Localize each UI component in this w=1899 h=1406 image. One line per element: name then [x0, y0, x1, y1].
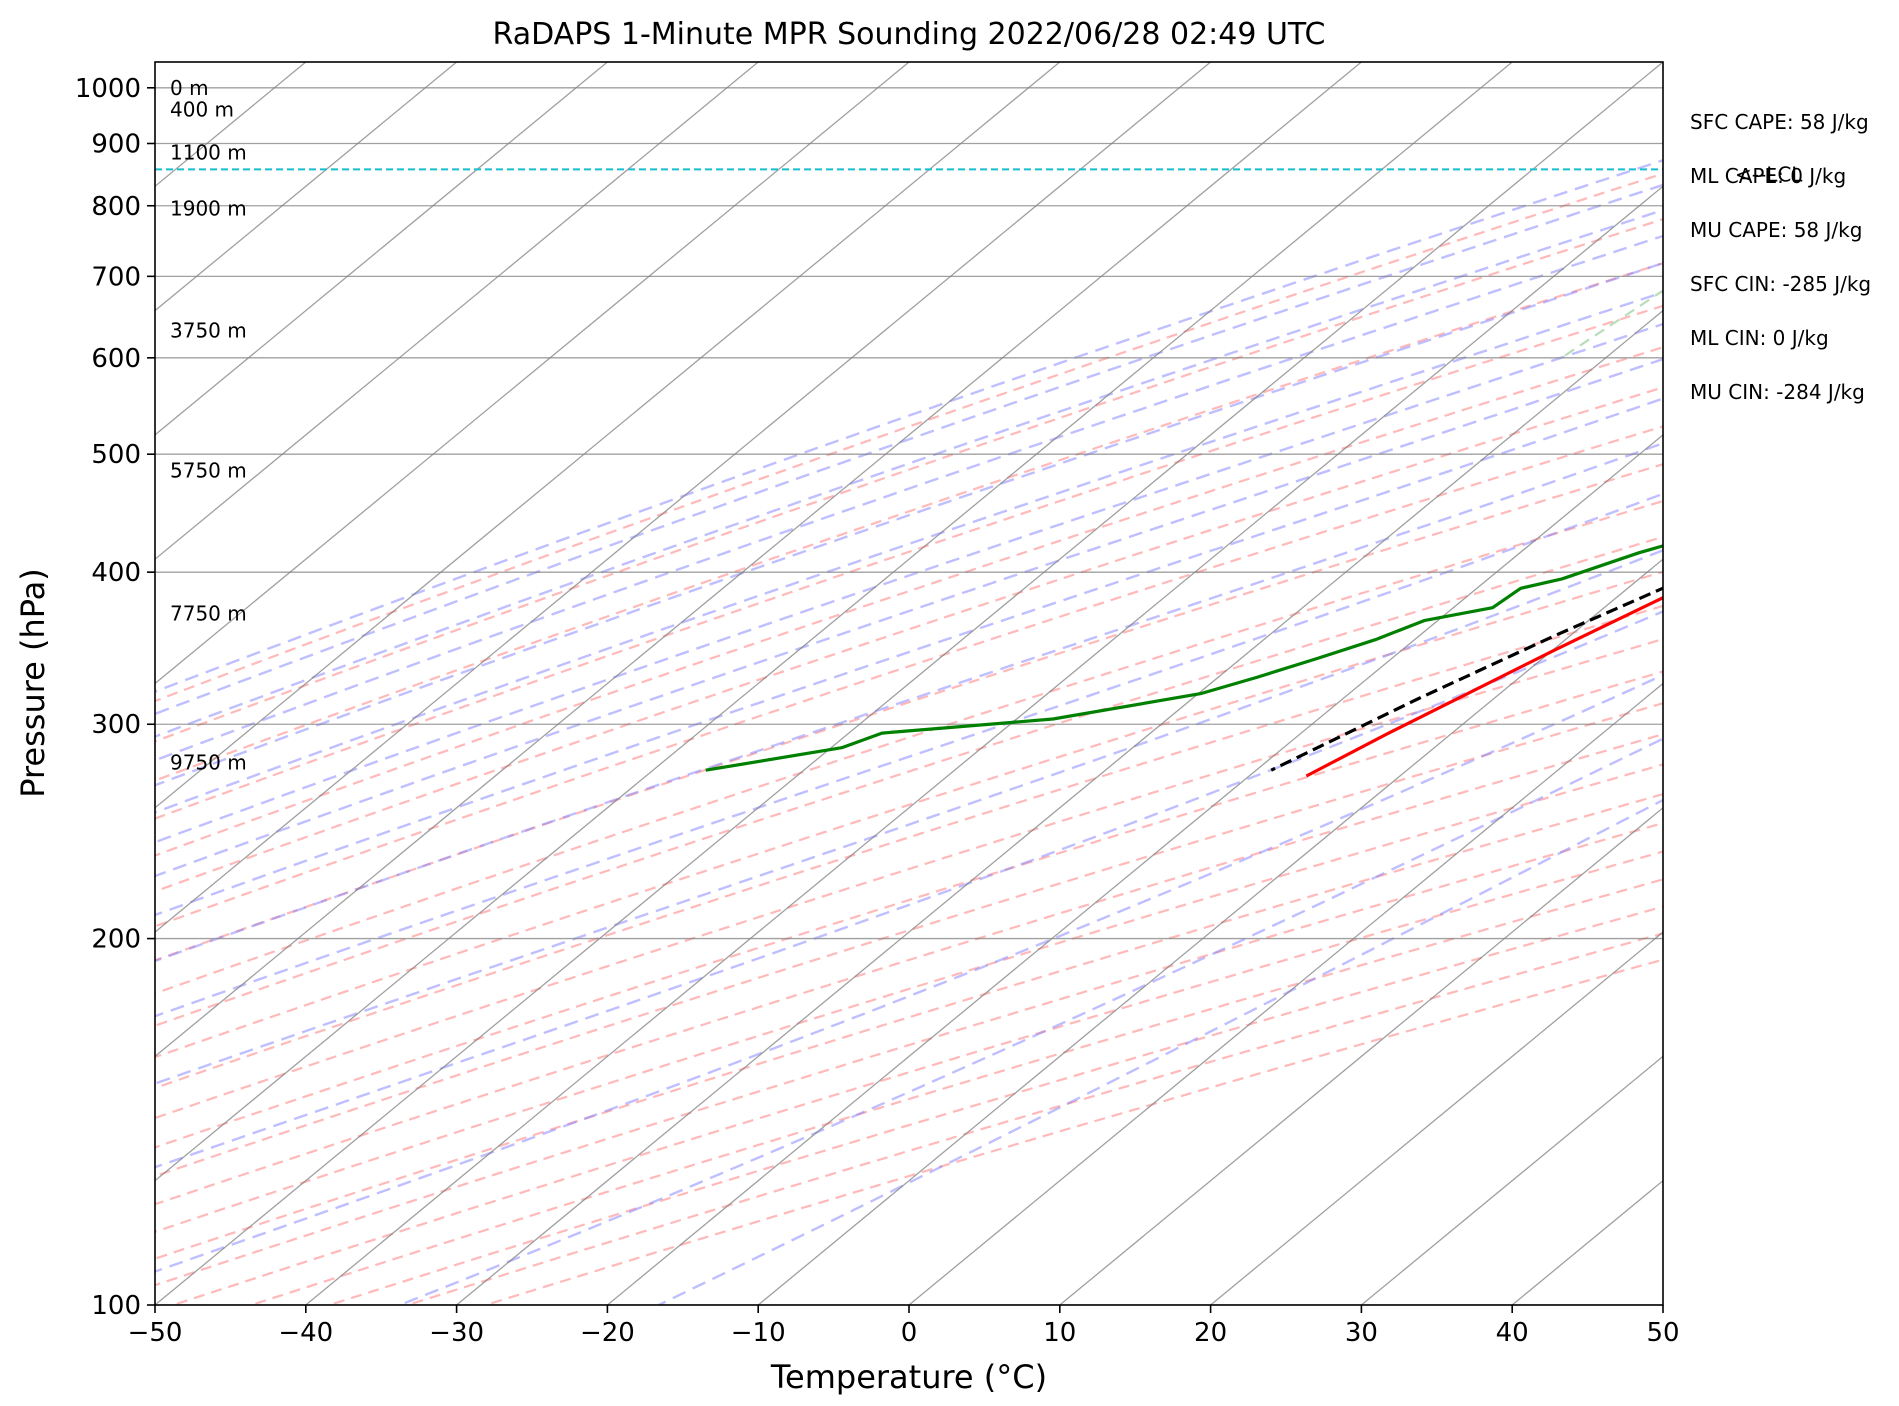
- height-label: 9750 m: [170, 751, 247, 775]
- moist-adiabat: [155, 291, 1663, 814]
- dry-adiabat: [155, 386, 1663, 893]
- stability-index: SFC CAPE: 58 J/kg: [1690, 110, 1869, 134]
- isotherm-line: [155, 62, 910, 685]
- y-tick-label: 900: [91, 129, 141, 159]
- x-tick-label: 20: [1194, 1318, 1227, 1348]
- x-tick-label: −40: [278, 1318, 333, 1348]
- y-tick-label: 700: [91, 262, 141, 292]
- sounding-series: [155, 168, 1663, 778]
- x-tick-label: 40: [1496, 1318, 1529, 1348]
- dry-adiabat: [155, 425, 1663, 928]
- stability-index: MU CAPE: 58 J/kg: [1690, 218, 1862, 242]
- x-tick-label: 0: [901, 1318, 918, 1348]
- x-tick-label: −20: [580, 1318, 635, 1348]
- isotherm-line: [155, 62, 759, 561]
- y-tick-label: 300: [91, 710, 141, 740]
- stability-index: ML CAPE: 0 J/kg: [1690, 164, 1846, 188]
- moist-adiabat: [155, 234, 1663, 762]
- dry-adiabat: [155, 499, 1663, 995]
- height-label: 0 m: [170, 76, 209, 100]
- stability-index: MU CIN: -284 J/kg: [1690, 380, 1865, 404]
- height-label: 400 m: [170, 97, 234, 121]
- dry-adiabat: [155, 262, 1663, 782]
- x-tick-label: −10: [731, 1318, 786, 1348]
- y-tick-label: 800: [91, 192, 141, 222]
- mixing-ratio-line: [1560, 289, 1663, 359]
- grid-lines: [155, 62, 1663, 1305]
- stability-indices: SFC CAPE: 58 J/kg ML CAPE: 0 J/kg MU CAPE:…: [1690, 110, 1871, 404]
- dewpoint-profile-line: [705, 544, 1663, 772]
- isotherm-line: [155, 62, 1212, 933]
- dry-adiabat: [155, 670, 1663, 1149]
- x-tick-label: −50: [128, 1318, 183, 1348]
- dry-adiabat: [155, 763, 1663, 1233]
- y-tick-label: 100: [91, 1291, 141, 1321]
- height-label: 3750 m: [170, 318, 247, 342]
- dry-adiabat: [155, 346, 1663, 857]
- isotherm-line: [606, 434, 1663, 1305]
- axis-ticks: −50 −40 −30 −20 −10 0 10 20 30 40 50 1000 900 800 700 6…: [75, 74, 1680, 1348]
- y-tick-label: 200: [91, 925, 141, 955]
- x-tick-label: 30: [1345, 1318, 1378, 1348]
- moist-adiabat: [155, 322, 1663, 844]
- y-tick-label: 500: [91, 440, 141, 470]
- height-label: 1100 m: [170, 140, 247, 164]
- parcel-profile-line: [1270, 586, 1663, 772]
- isotherm-line: [908, 682, 1663, 1305]
- isotherm-line: [305, 185, 1663, 1305]
- moist-adiabat: [155, 357, 1663, 878]
- isotherm-line: [155, 62, 458, 312]
- isotherm-line: [1210, 931, 1663, 1305]
- isotherm-line: [1360, 1055, 1663, 1305]
- x-tick-label: 10: [1043, 1318, 1076, 1348]
- x-tick-label: 50: [1646, 1318, 1679, 1348]
- moist-adiabat: [155, 183, 1663, 716]
- stability-index: ML CIN: 0 J/kg: [1690, 326, 1829, 350]
- stability-index: SFC CIN: -285 J/kg: [1690, 272, 1871, 296]
- lcl-label: <--LCL: [1735, 162, 1803, 186]
- x-axis-label: Temperature (°C): [770, 1358, 1047, 1396]
- isotherm-line: [456, 309, 1663, 1305]
- background-reference-lines: [155, 159, 1663, 1305]
- isotherm-line: [757, 558, 1663, 1305]
- height-label: 7750 m: [170, 601, 247, 625]
- height-label: 1900 m: [170, 196, 247, 220]
- dry-adiabat: [155, 535, 1663, 1027]
- y-axis-label: Pressure (hPa): [14, 568, 52, 798]
- isotherm-line: [155, 62, 1362, 1058]
- moist-adiabat: [658, 798, 1663, 1305]
- isotherm-line: [155, 62, 1513, 1182]
- height-labels: 9750 m 7750 m 5750 m 3750 m 1900 m 1100 m 400 …: [170, 76, 247, 775]
- moist-adiabat: [155, 397, 1663, 917]
- y-tick-label: 1000: [75, 74, 141, 104]
- moist-adiabat: [155, 208, 1663, 738]
- y-tick-label: 600: [91, 344, 141, 374]
- y-tick-label: 400: [91, 558, 141, 588]
- dry-adiabat: [155, 218, 1663, 743]
- moist-adiabat: [155, 548, 1663, 1085]
- chart-title: RaDAPS 1-Minute MPR Sounding 2022/06/28 …: [493, 17, 1326, 52]
- isotherm-line: [1059, 806, 1663, 1305]
- height-label: 5750 m: [170, 458, 247, 482]
- isotherm-line: [155, 62, 1061, 809]
- moist-adiabat: [155, 442, 1663, 963]
- isotherm-line: [155, 62, 608, 436]
- dry-adiabat: [155, 637, 1663, 1120]
- x-tick-label: −30: [429, 1318, 484, 1348]
- isotherm-line: [155, 62, 1663, 1305]
- dry-adiabat: [155, 304, 1663, 820]
- dry-adiabat: [155, 733, 1663, 1206]
